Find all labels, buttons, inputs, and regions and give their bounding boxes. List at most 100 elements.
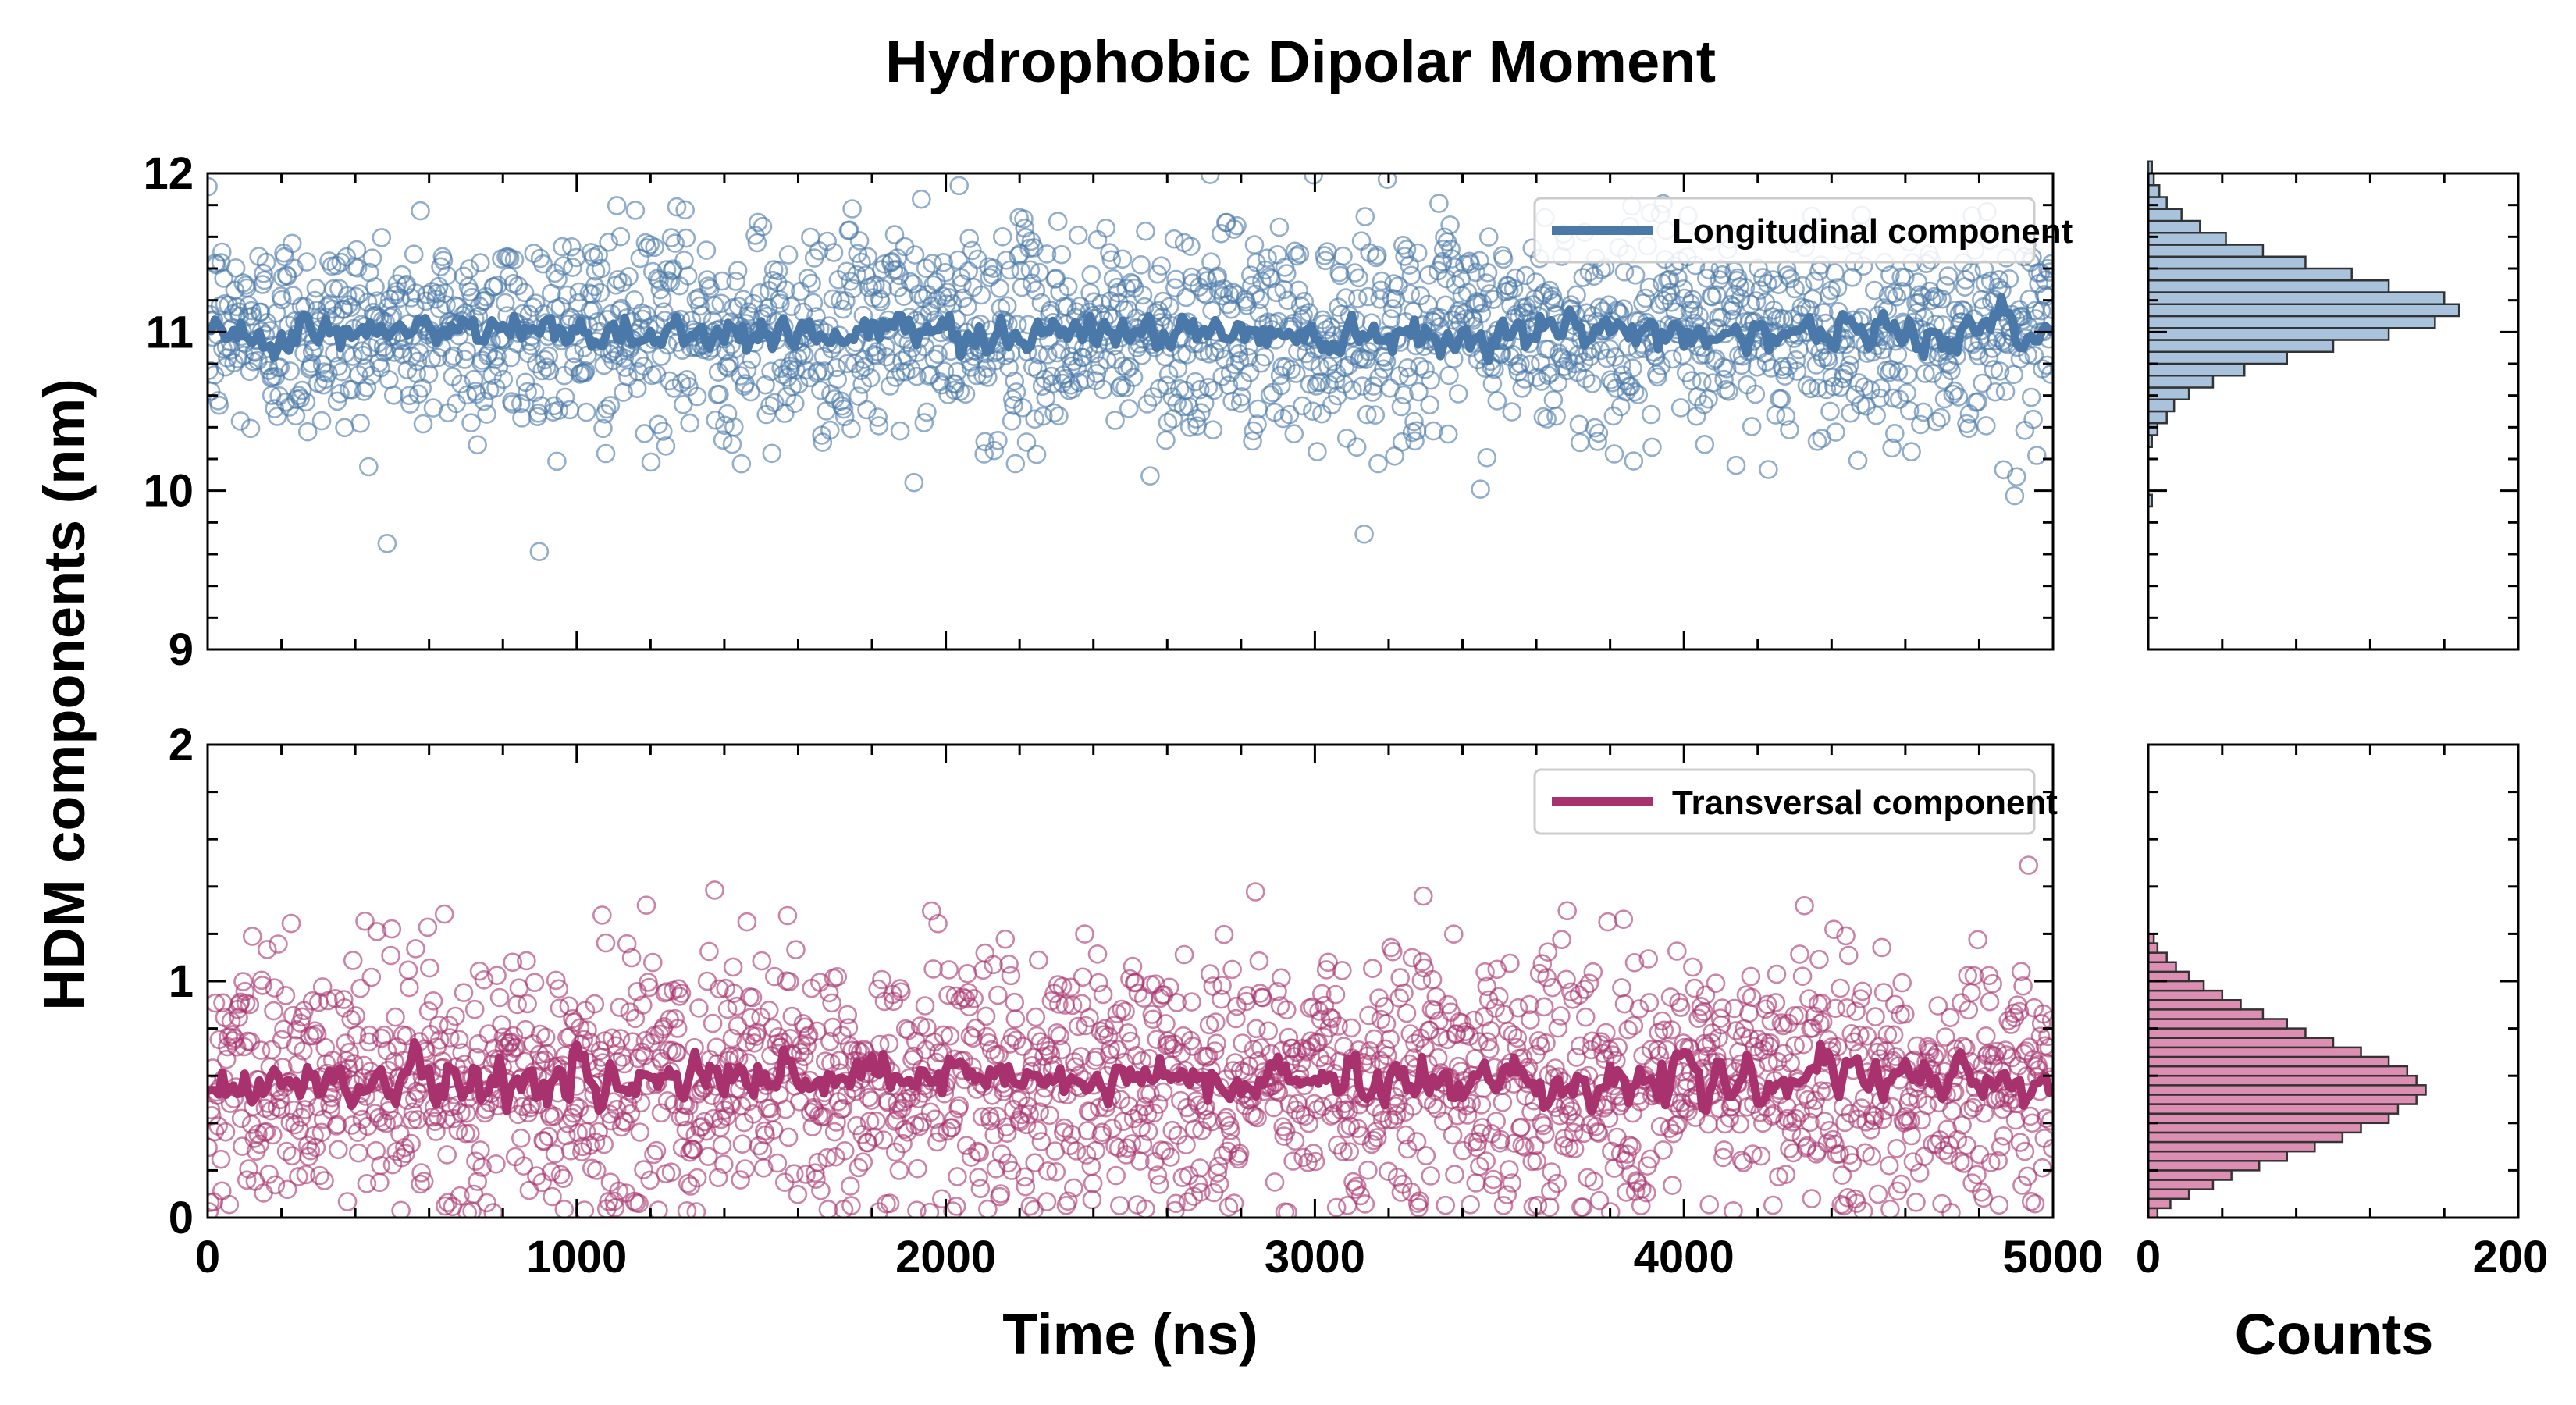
scatter-point (1376, 351, 1397, 372)
scatter-point (282, 233, 302, 254)
scatter-point (760, 396, 780, 416)
scatter-point (1113, 356, 1133, 376)
scatter-point (1305, 1151, 1325, 1172)
scatter-point (1049, 406, 1069, 426)
scatter-point (1536, 1033, 1556, 1053)
scatter-point (798, 269, 818, 288)
scatter-point (1692, 1004, 1712, 1023)
scatter-point (621, 948, 642, 968)
histogram-bar (2147, 1160, 2261, 1172)
scatter-point (1661, 292, 1681, 312)
scatter-point (1899, 1087, 1920, 1107)
scatter-point (712, 1135, 732, 1155)
scatter-point (1674, 288, 1695, 308)
scatter-point (292, 380, 312, 400)
scatter-point (791, 1043, 810, 1062)
scatter-point (699, 941, 719, 962)
scatter-point (908, 1158, 927, 1179)
scatter-point (1877, 1025, 1898, 1044)
scatter-point (2038, 258, 2053, 279)
scatter-point (2005, 486, 2025, 506)
scatter-point (753, 1140, 773, 1161)
scatter-point (1980, 1153, 2001, 1172)
scatter-point (589, 245, 608, 265)
scatter-point (777, 905, 798, 926)
scatter-point (750, 283, 770, 303)
scatter-point (1807, 431, 1827, 451)
scatter-point (1938, 1145, 1959, 1165)
scatter-point (449, 1030, 469, 1050)
scatter-point (990, 279, 1009, 298)
scatter-point (1714, 369, 1734, 389)
scatter-point (1373, 1110, 1393, 1130)
scatter-point (583, 300, 603, 320)
histogram-bar (2147, 160, 2153, 175)
scatter-point (717, 999, 738, 1019)
scatter-point (903, 1076, 923, 1097)
scatter-point (381, 308, 400, 327)
scatter-point (575, 1200, 595, 1218)
scatter-point (764, 393, 785, 413)
scatter-point (822, 993, 841, 1013)
scatter-point (1777, 1108, 1798, 1129)
scatter-point (325, 343, 344, 363)
scatter-point (1176, 1135, 1196, 1154)
scatter-point (934, 1025, 953, 1045)
scatter-point (823, 289, 843, 309)
scatter-point (1940, 1008, 1960, 1027)
scatter-point (1715, 1114, 1735, 1134)
scatter-point (1841, 345, 1861, 365)
scatter-point (596, 443, 616, 464)
scatter-point (999, 357, 1019, 378)
scatter-point (1914, 308, 1934, 327)
scatter-point (529, 542, 550, 562)
scatter-point (1283, 1151, 1303, 1171)
scatter-point (1706, 285, 1727, 305)
scatter-point (1913, 402, 1934, 422)
scatter-point (1706, 973, 1726, 993)
scatter-point (1251, 1038, 1271, 1058)
scatter-point (1031, 1132, 1051, 1151)
scatter-point (1516, 265, 1535, 286)
scatter-point (534, 1132, 554, 1151)
scatter-point (437, 1145, 457, 1165)
scatter-point (1120, 357, 1140, 377)
scatter-point (318, 363, 338, 383)
scatter-point (1272, 968, 1291, 988)
scatter-point (762, 443, 782, 464)
scatter-point (1826, 422, 1845, 442)
scatter-point (264, 1001, 283, 1021)
scatter-point (1762, 1106, 1782, 1126)
scatter-point (337, 1192, 358, 1211)
scatter-point (2015, 1141, 2035, 1161)
scatter-point (1303, 401, 1322, 422)
scatter-point (216, 1049, 237, 1069)
scatter-point (1931, 407, 1951, 428)
scatter-point (786, 940, 806, 959)
scatter-point (550, 998, 570, 1018)
scatter-point (239, 1159, 258, 1179)
x-tick-label: 1000 (526, 1232, 627, 1282)
scatter-point (1576, 369, 1596, 389)
scatter-point (226, 1037, 247, 1057)
scatter-point (1345, 1179, 1365, 1199)
scatter-point (1025, 409, 1044, 429)
scatter-point (318, 991, 338, 1011)
scatter-point (358, 1032, 379, 1052)
scatter-point (610, 998, 630, 1017)
scatter-point (599, 1192, 618, 1211)
scatter-point (333, 990, 354, 1009)
scatter-point (1879, 1156, 1899, 1176)
scatter-point (1624, 382, 1645, 402)
scatter-point (382, 305, 403, 325)
scatter-point (1151, 256, 1171, 276)
scatter-point (495, 293, 515, 313)
scatter-point (1614, 299, 1634, 319)
scatter-point (1909, 285, 1930, 305)
scatter-point (853, 1152, 873, 1172)
scatter-point (748, 212, 768, 233)
scatter-point (297, 422, 318, 442)
scatter-point (472, 1158, 492, 1177)
scatter-point (1137, 394, 1158, 414)
scatter-point (834, 1141, 855, 1161)
